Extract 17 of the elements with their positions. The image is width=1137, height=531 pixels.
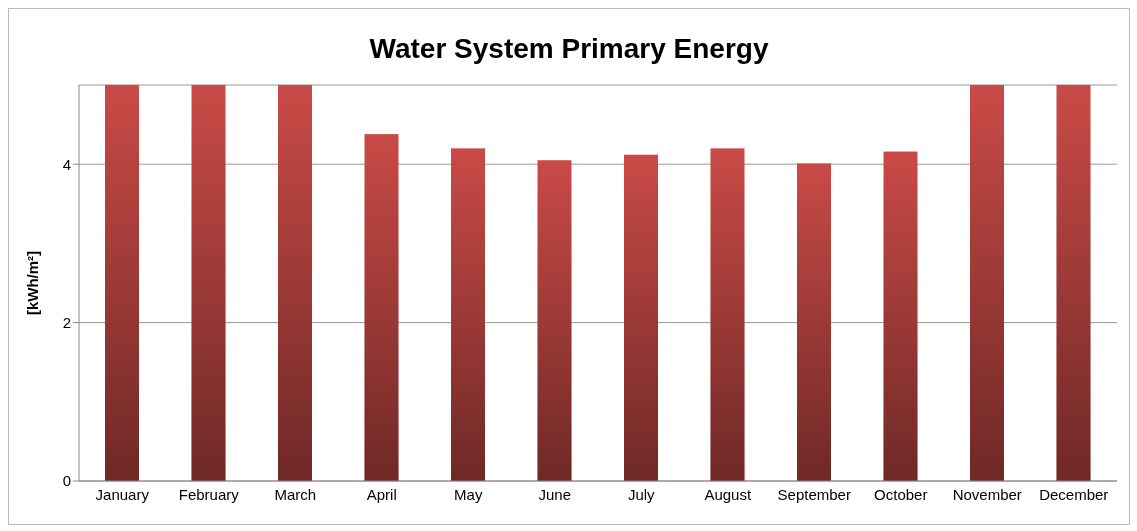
x-tick-label: June (538, 485, 572, 503)
x-tick-label: February (178, 485, 240, 503)
x-tick-label: December (1039, 485, 1109, 503)
x-tick-label: July (627, 485, 656, 503)
y-tick-label: 2 (62, 313, 71, 331)
y-axis-title: [kWh/m²] (24, 250, 42, 316)
y-tick-label: 4 (62, 155, 71, 173)
x-tick-label: September (777, 485, 851, 503)
x-tick-label: August (704, 485, 752, 503)
y-tick-label: 0 (62, 472, 71, 490)
chart-title: Water System Primary Energy (368, 32, 770, 66)
x-tick-label: January (95, 485, 150, 503)
x-tick-label: April (366, 485, 397, 503)
x-tick-label: October (874, 485, 928, 503)
x-tick-label: May (454, 485, 483, 503)
x-tick-label: November (952, 485, 1022, 503)
x-tick-label: March (274, 485, 317, 503)
